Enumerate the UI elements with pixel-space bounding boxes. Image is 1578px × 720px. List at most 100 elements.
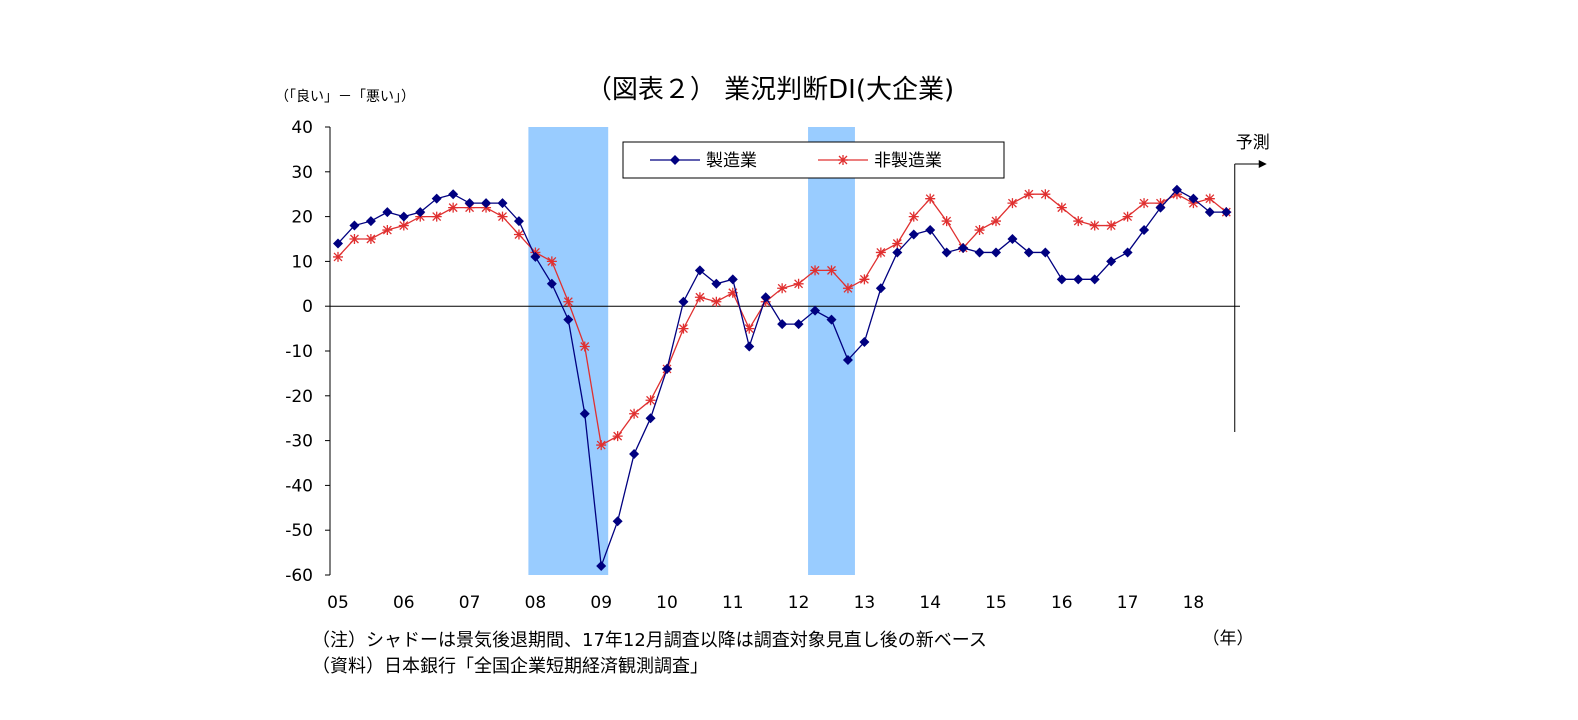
axes: [329, 127, 1240, 575]
legend-item: 非製造業: [818, 151, 942, 171]
chart-title: （図表２） 業況判断DI(大企業): [586, 75, 954, 105]
data-point: [629, 408, 640, 419]
data-point: [612, 516, 623, 527]
data-point: [875, 283, 886, 294]
data-point: [645, 395, 656, 406]
data-point: [497, 198, 508, 209]
x-tick-label: 09: [590, 593, 612, 613]
data-point: [1023, 247, 1034, 258]
data-point: [333, 238, 343, 249]
data-point: [448, 189, 459, 200]
data-point: [398, 211, 409, 222]
forecast-arrow-head: [1258, 160, 1267, 168]
data-point: [941, 247, 952, 258]
data-point: [826, 314, 837, 325]
x-tick-label: 15: [985, 593, 1007, 613]
data-point: [875, 247, 886, 258]
data-point: [908, 229, 919, 240]
forecast-marker: 予測: [1234, 133, 1270, 432]
data-point: [382, 225, 393, 236]
legend-marker: [670, 155, 680, 165]
x-tick-label: 16: [1051, 593, 1073, 613]
data-point: [612, 431, 623, 442]
data-point: [1040, 189, 1051, 200]
y-tick-label: 20: [291, 208, 313, 228]
data-point: [1122, 211, 1133, 222]
data-point: [1122, 247, 1133, 258]
legend-marker: [838, 155, 848, 165]
x-tick-label: 10: [656, 593, 678, 613]
data-point: [1139, 198, 1150, 209]
data-point: [678, 296, 689, 307]
y-tick-labels: 40 30 20 10 0 -10 -20 -30 -40 -50 -60: [285, 118, 330, 586]
data-point: [777, 319, 788, 330]
data-point: [826, 265, 837, 276]
x-axis-label: （年）: [1203, 629, 1254, 649]
data-point: [908, 211, 919, 222]
x-tick-label: 17: [1117, 593, 1139, 613]
data-point: [530, 251, 541, 262]
legend-item: 製造業: [650, 151, 757, 171]
data-point: [1023, 189, 1034, 200]
data-point: [596, 561, 607, 572]
data-point: [842, 283, 853, 294]
data-point: [892, 238, 903, 249]
data-point: [365, 234, 376, 244]
data-point: [448, 202, 459, 213]
recession-shade-2: [808, 127, 855, 575]
y-tick-label: 10: [291, 252, 313, 272]
series-lines: [333, 184, 1232, 572]
y-tick-label: -10: [285, 342, 313, 362]
data-point: [925, 225, 936, 236]
data-point: [974, 225, 985, 236]
x-tick-label: 06: [393, 593, 415, 613]
data-point: [1089, 274, 1100, 285]
data-point: [974, 247, 985, 258]
x-tick-label: 14: [919, 593, 941, 613]
recession-shade-1: [528, 127, 609, 575]
data-point: [711, 296, 722, 307]
data-point: [1089, 220, 1100, 231]
note-shadow: （注）シャドーは景気後退期間、17年12月調査以降は調査対象見直し後の新ベース: [312, 630, 987, 651]
data-point: [760, 292, 771, 303]
data-point: [991, 216, 1001, 227]
data-point: [349, 234, 360, 244]
data-point: [1139, 225, 1150, 236]
data-point: [810, 305, 821, 316]
data-point: [513, 229, 524, 240]
data-point: [563, 296, 574, 307]
data-point: [546, 256, 557, 267]
data-point: [481, 198, 492, 209]
data-point: [431, 193, 442, 204]
data-point: [382, 207, 393, 218]
data-point: [1155, 202, 1166, 213]
data-point: [777, 283, 788, 294]
data-point: [349, 220, 360, 231]
data-point: [1204, 207, 1215, 218]
data-point: [497, 211, 508, 222]
data-point: [563, 314, 574, 325]
data-point: [1040, 247, 1051, 258]
data-point: [727, 287, 738, 298]
y-tick-label: -60: [285, 566, 313, 586]
data-point: [415, 207, 426, 218]
data-point: [645, 413, 656, 424]
data-point: [744, 323, 755, 334]
data-point: [1007, 234, 1018, 244]
data-point: [1073, 216, 1084, 227]
series-line: [337, 188, 1227, 567]
data-point: [1221, 207, 1232, 218]
data-point: [579, 408, 590, 419]
data-point: [1007, 198, 1018, 209]
data-point: [333, 251, 343, 262]
data-point: [892, 247, 903, 258]
data-point: [398, 220, 409, 231]
y-axis-label: （「良い」－「悪い」）: [275, 89, 415, 105]
data-point: [744, 341, 755, 352]
data-point: [629, 449, 640, 460]
forecast-label: 予測: [1236, 133, 1270, 153]
data-point: [842, 354, 853, 365]
data-point: [859, 274, 870, 285]
legend: 製造業 非製造業: [622, 141, 1005, 179]
